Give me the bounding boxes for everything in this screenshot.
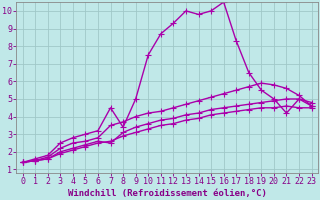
X-axis label: Windchill (Refroidissement éolien,°C): Windchill (Refroidissement éolien,°C) (68, 189, 267, 198)
